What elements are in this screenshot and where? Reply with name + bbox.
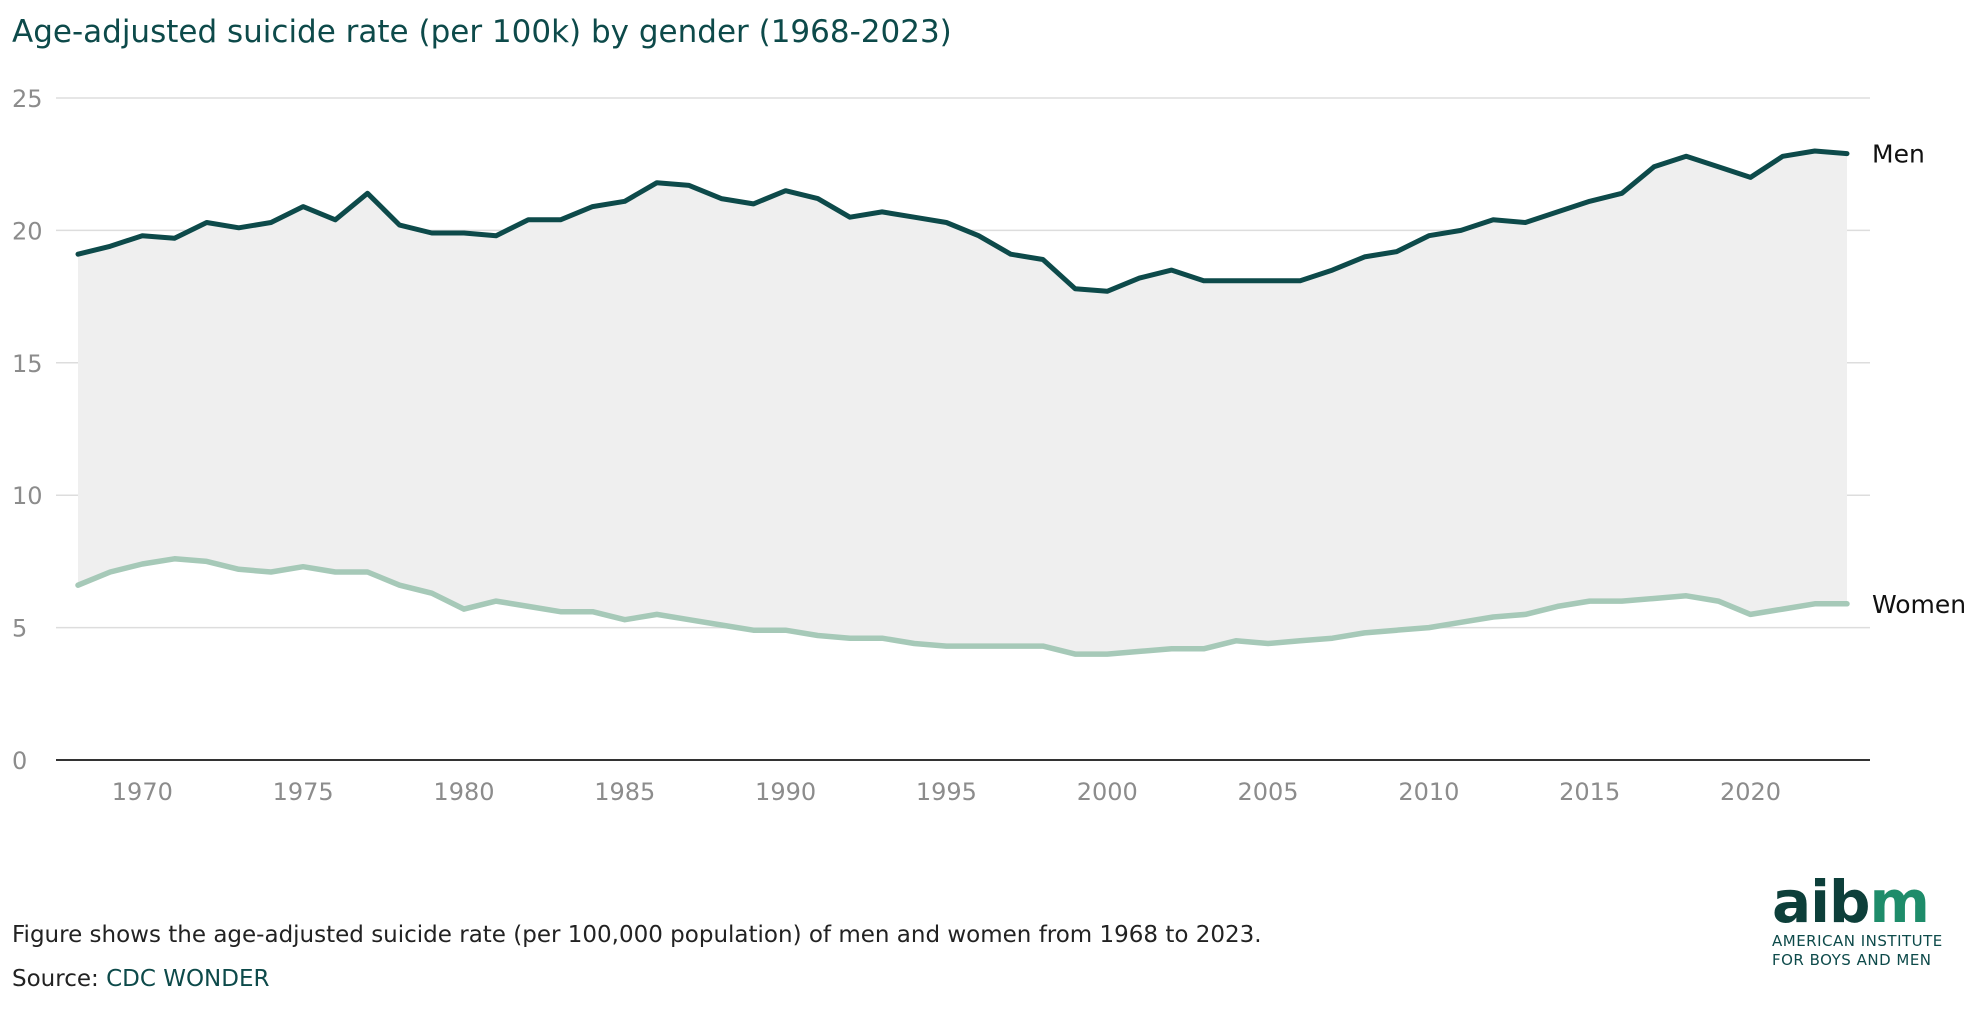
- x-tick-label: 2005: [1238, 778, 1299, 806]
- chart-title: Age-adjusted suicide rate (per 100k) by …: [12, 14, 952, 50]
- line-chart: 0 5 10 15 20 25 1970 1975 1980 1985 1990 1995 2000 20…: [12, 85, 1966, 806]
- x-tick-label: 1975: [273, 778, 334, 806]
- y-tick-label: 25: [12, 85, 43, 113]
- aibm-logo: aibm AMERICAN INSTITUTE FOR BOYS AND MEN: [1772, 872, 1962, 970]
- x-tick-label: 1990: [755, 778, 816, 806]
- source-line: Source: CDC WONDER: [12, 966, 269, 992]
- y-tick-label: 20: [12, 217, 43, 245]
- figure-caption: Figure shows the age-adjusted suicide ra…: [12, 922, 1262, 948]
- logo-wordmark: aibm: [1772, 872, 1962, 932]
- x-tick-label: 2015: [1559, 778, 1620, 806]
- x-tick-label: 1970: [112, 778, 173, 806]
- logo-line-1: AMERICAN INSTITUTE: [1772, 932, 1943, 950]
- logo-wordmark-part2: m: [1869, 868, 1930, 936]
- x-tick-label: 1980: [433, 778, 494, 806]
- series-label-men: Men: [1872, 140, 1925, 169]
- gap-area: [78, 151, 1847, 655]
- y-tick-label: 5: [12, 615, 27, 643]
- series-label-women: Women: [1872, 590, 1966, 619]
- axes: 0 5 10 15 20 25 1970 1975 1980 1985 1990 1995 2000 20…: [12, 85, 1870, 806]
- y-tick-label: 15: [12, 350, 43, 378]
- series-lines: [75, 148, 1850, 657]
- y-tick-label: 0: [12, 747, 27, 775]
- logo-wordmark-part1: aib: [1772, 868, 1871, 936]
- x-tick-label: 1995: [916, 778, 977, 806]
- source-name: CDC WONDER: [106, 966, 270, 992]
- source-prefix: Source:: [12, 966, 107, 992]
- y-tick-label: 10: [12, 482, 43, 510]
- series-line-men: [75, 148, 1850, 294]
- x-tick-label: 2000: [1077, 778, 1138, 806]
- series-labels: Men Women: [1872, 140, 1966, 619]
- x-tick-label: 2010: [1398, 778, 1459, 806]
- x-tick-label: 2020: [1720, 778, 1781, 806]
- series-line-women: [75, 556, 1850, 657]
- x-tick-label: 1985: [594, 778, 655, 806]
- logo-line-2: FOR BOYS AND MEN: [1772, 951, 1932, 969]
